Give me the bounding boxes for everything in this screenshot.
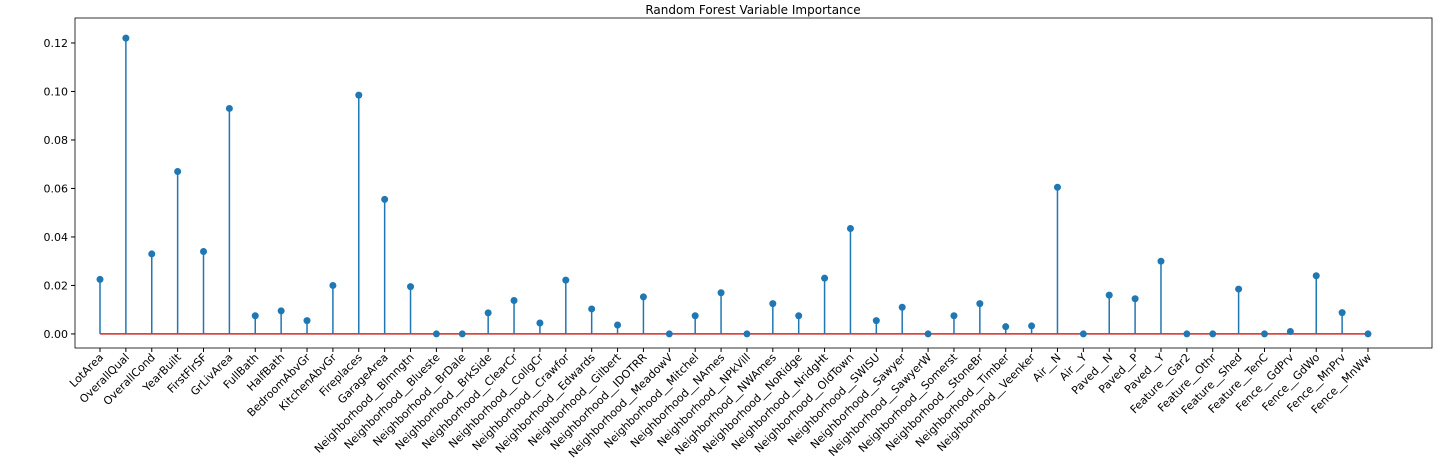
stem-marker [691,312,699,320]
x-tick-label: Air__N [1030,351,1063,384]
stem-marker [200,247,208,255]
stem-marker [381,195,389,203]
y-tick-label: 0.06 [44,182,69,195]
stem-marker [1131,295,1139,303]
stem-marker [614,321,622,329]
stem-marker [795,312,803,320]
stem-marker [769,300,777,308]
stem-marker [1157,257,1165,265]
stem-marker [872,317,880,325]
y-tick-label: 0.00 [44,328,69,341]
stem-marker [821,274,829,282]
stem-marker [329,281,337,289]
stem-marker [148,250,156,258]
stem-marker [665,330,673,338]
stem-marker [976,300,984,308]
stem-marker [536,319,544,327]
stem-marker [251,312,259,320]
stem-marker [1286,328,1294,336]
stem-marker [1364,330,1372,338]
stem-marker [924,330,932,338]
stem-marker [407,283,415,291]
stem-marker [1235,285,1243,293]
stem-marker [950,312,958,320]
stem-marker [1338,309,1346,317]
stem-marker [303,317,311,325]
stem-marker [588,305,596,313]
stem-marker [1002,323,1010,331]
stem-marker [846,224,854,232]
stem-marker [743,330,751,338]
chart-title: Random Forest Variable Importance [645,3,860,17]
stem-marker [484,309,492,317]
stem-marker [717,289,725,297]
stem-marker [225,104,233,112]
stem-marker [1312,272,1320,280]
stem-marker [1079,330,1087,338]
stem-marker [1183,330,1191,338]
plot-frame [74,17,1433,349]
y-tick-label: 0.10 [44,85,69,98]
stem-marker [1209,330,1217,338]
stem-marker [1053,183,1061,191]
stem-marker [1105,291,1113,299]
y-tick-label: 0.04 [44,231,69,244]
stem-marker [639,293,647,301]
stem-marker [432,330,440,338]
stem-marker [355,91,363,99]
y-tick-label: 0.02 [44,279,69,292]
stem-marker [1260,330,1268,338]
stem-marker [898,303,906,311]
stem-marker [174,167,182,175]
stem-marker [122,34,130,42]
stem-marker [277,307,285,315]
stem-marker [96,275,104,283]
y-tick-label: 0.08 [44,134,69,147]
stem-marker [1028,322,1036,330]
stem-marker [562,276,570,284]
y-tick-label: 0.12 [44,37,69,50]
stem-marker [510,296,518,304]
stem-marker [458,330,466,338]
